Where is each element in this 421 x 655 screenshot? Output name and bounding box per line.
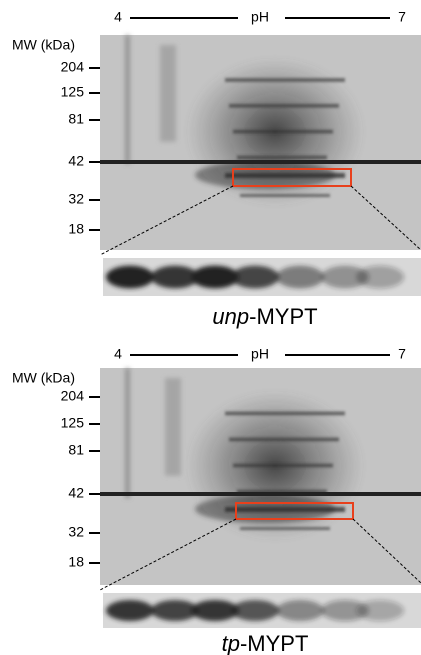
caption-rest: -MYPT xyxy=(240,631,308,655)
mw-marker: 81 xyxy=(68,111,84,127)
zoom-box xyxy=(232,168,352,187)
strip-spot xyxy=(231,265,279,289)
streak xyxy=(160,45,176,142)
gel-panel: 4 pH 7 MW (kDa) 204 125 81 42 32 18 tp-MYPT xyxy=(12,346,421,655)
strip-spot xyxy=(151,265,199,289)
spot-row xyxy=(229,437,339,442)
streak xyxy=(125,368,130,499)
spot-row xyxy=(237,155,327,160)
spot-row xyxy=(229,103,339,108)
mw-marker: 125 xyxy=(61,415,85,431)
strip-spot xyxy=(321,600,369,621)
caption-italic: tp xyxy=(222,631,240,655)
mw-marker: 42 xyxy=(68,485,84,501)
caption: unp-MYPT xyxy=(212,304,317,329)
zoom-line xyxy=(99,518,237,591)
ph-start: 4 xyxy=(114,346,122,362)
zoom-box xyxy=(235,502,354,520)
mw-marker: 81 xyxy=(68,442,84,458)
spot-row xyxy=(233,463,333,468)
strip-spots xyxy=(106,265,404,289)
spot-row xyxy=(233,129,333,134)
mw-marker: 42 xyxy=(68,153,84,169)
strip-spot xyxy=(191,600,239,621)
ph-start: 4 xyxy=(114,9,122,25)
caption: tp-MYPT xyxy=(222,631,309,655)
zoom-line xyxy=(350,185,421,251)
caption-italic: unp xyxy=(212,304,249,329)
zoom-line xyxy=(352,518,421,584)
streak xyxy=(125,35,130,164)
mw-label: MW (kDa) xyxy=(12,370,75,386)
strip-spot xyxy=(356,600,404,621)
spot-row xyxy=(237,489,327,494)
streak xyxy=(165,378,181,476)
spot-rows xyxy=(225,411,345,530)
ph-label: pH xyxy=(251,9,269,25)
mw-marker: 32 xyxy=(68,191,84,207)
strip-spots xyxy=(106,600,404,621)
mw-marker: 18 xyxy=(68,221,84,237)
strip-spot xyxy=(106,600,154,621)
strip-spot xyxy=(151,600,199,621)
strip-spot xyxy=(321,265,369,289)
mw-marker: 18 xyxy=(68,554,84,570)
mw-label: MW (kDa) xyxy=(12,37,75,53)
strip-spot xyxy=(191,265,239,289)
ph-end: 7 xyxy=(398,346,406,362)
strip-spot xyxy=(276,265,324,289)
mw-marker: 204 xyxy=(61,388,85,404)
mw-marker: 125 xyxy=(61,84,85,100)
spot-row xyxy=(225,78,345,82)
spot-row xyxy=(225,173,345,178)
gel-panel: 4 pH 7 MW (kDa) 204 125 81 42 32 18 unp-MYPT xyxy=(12,9,421,329)
strip-spot xyxy=(276,600,324,621)
strip-spot xyxy=(106,265,154,289)
caption-rest: -MYPT xyxy=(249,304,317,329)
mw-marker: 32 xyxy=(68,524,84,540)
band-42 xyxy=(100,492,421,496)
ph-end: 7 xyxy=(398,9,406,25)
ph-label: pH xyxy=(251,346,269,362)
spot-row xyxy=(240,527,330,530)
spot-row xyxy=(225,507,345,512)
spot-row xyxy=(240,194,330,197)
spot-row xyxy=(225,411,345,416)
mw-marker: 204 xyxy=(61,59,85,75)
spot-rows xyxy=(225,78,345,197)
strip-spot xyxy=(231,600,279,621)
band-42 xyxy=(100,160,421,164)
strip-spot xyxy=(356,265,404,289)
